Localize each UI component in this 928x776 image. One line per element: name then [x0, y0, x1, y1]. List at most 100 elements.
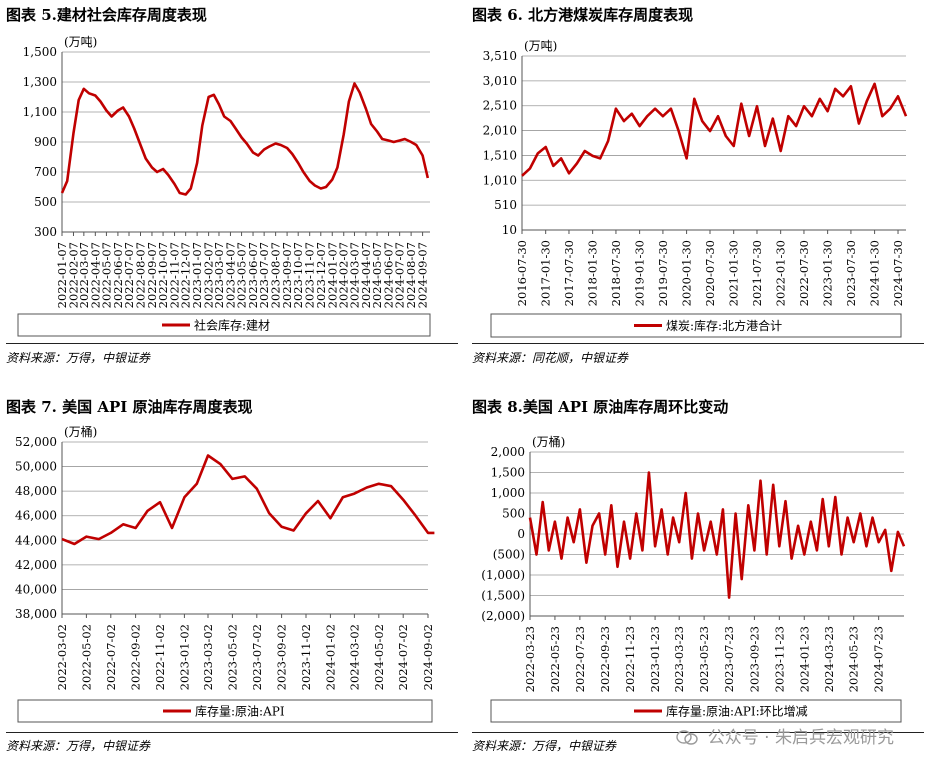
wechat-icon — [676, 730, 699, 745]
chart-panel-7: 图表 7. 美国 API 原油库存周度表现 (万桶) 38,000 40,000 42… — [0, 392, 460, 776]
x-tick-label: 2022-06-07 — [111, 242, 125, 308]
y-tick-label: 1,500 — [23, 45, 57, 59]
x-tick-label: 2024-04-07 — [359, 242, 373, 308]
source-note: 资料来源：万得，中银证券 — [6, 739, 151, 753]
x-tick-label: 2023-11-02 — [299, 624, 313, 690]
x-tick-label: 2022-11-07 — [168, 242, 182, 308]
x-tick-label: 2022-11-02 — [153, 624, 167, 690]
source-note: 资料来源：同花顺，中银证券 — [472, 351, 629, 365]
x-tick-label: 2024-09-07 — [416, 242, 430, 308]
x-tick-label: 2024-07-07 — [393, 242, 407, 308]
x-tick-label: 2022-09-02 — [129, 624, 143, 690]
x-tick-label: 2022-07-23 — [573, 626, 587, 692]
legend-box — [490, 313, 902, 338]
x-tick-label: 2022-04-07 — [88, 242, 102, 308]
x-tick-label: 2022-05-02 — [79, 624, 93, 690]
y-tick-label: 2,000 — [491, 445, 525, 459]
y-tick-label: 1,100 — [23, 105, 57, 119]
y-tick-label: 1,010 — [483, 173, 517, 187]
x-tick-label: 2024-02-07 — [337, 242, 351, 308]
x-tick-label: 2023-09-07 — [280, 242, 294, 308]
x-tick-label: 2024-05-02 — [372, 624, 386, 690]
x-tick-label: 2024-07-02 — [396, 624, 410, 690]
x-tick-label: 2024-01-30 — [868, 240, 882, 306]
y-tick-label: 42,000 — [15, 558, 57, 572]
source-note: 资料来源：万得，中银证券 — [6, 351, 151, 365]
x-tick-label: 2023-03-23 — [672, 626, 686, 692]
source-note: 资料来源：万得，中银证券 — [472, 739, 617, 753]
y-tick-label: 52,000 — [15, 435, 57, 449]
divider — [6, 343, 458, 344]
x-tick-label: 2023-09-23 — [747, 626, 761, 692]
series-line — [60, 82, 430, 196]
x-tick-label: 2023-06-07 — [246, 242, 260, 308]
x-tick-label: 2022-01-07 — [55, 242, 69, 308]
x-tick-label: 2022-12-07 — [179, 242, 193, 308]
x-tick-label: 2022-08-07 — [133, 242, 147, 308]
y-tick-label: 38,000 — [15, 607, 57, 621]
x-tick-label: 2022-07-02 — [104, 624, 118, 690]
x-tick-label: 2023-01-02 — [177, 624, 191, 690]
x-tick-label: 2022-05-07 — [99, 242, 113, 308]
chart-panel-6: 图表 6. 北方港煤炭库存周度表现 (万吨) 10 510 1,010 1,510 2,0… — [466, 0, 926, 384]
x-tick-label: 2022-03-23 — [523, 626, 537, 692]
x-tick-label: 2024-05-23 — [847, 626, 861, 692]
y-tick-label: 10 — [502, 223, 517, 237]
x-tick-label: 2017-07-30 — [562, 240, 576, 306]
divider — [472, 343, 924, 344]
chart-title: 图表 5.建材社会库存周度表现 — [6, 6, 207, 24]
y-tick-label: 2,010 — [483, 124, 517, 138]
y-tick-label: 300 — [34, 225, 57, 239]
x-tick-label: 2024-03-23 — [822, 626, 836, 692]
x-tick-label: 2019-07-30 — [656, 240, 670, 306]
legend-box — [17, 313, 431, 337]
x-tick-label: 2018-01-30 — [586, 240, 600, 306]
series-line — [528, 471, 906, 599]
x-tick-label: 2016-07-30 — [515, 240, 529, 306]
x-tick-label: 2024-05-07 — [370, 242, 384, 308]
y-tick-label: 3,010 — [483, 74, 517, 88]
y-tick-label: 1,510 — [483, 148, 517, 162]
x-tick-label: 2023-09-02 — [275, 624, 289, 690]
x-tick-label: 2024-03-07 — [347, 242, 361, 308]
chart-title: 图表 8.美国 API 原油库存周环比变动 — [472, 398, 729, 416]
divider — [6, 732, 458, 733]
y-tick-label: 900 — [34, 135, 57, 149]
y-tick-label: 46,000 — [15, 509, 57, 523]
unit-label: (万吨) — [524, 39, 557, 53]
watermark: 公众号 · 朱启兵宏观研究 — [676, 723, 894, 748]
y-tick-label: (1,500) — [481, 589, 525, 603]
y-tick-label: 1,300 — [23, 75, 57, 89]
legend-label: 煤炭:库存:北方港合计 — [666, 318, 782, 333]
x-tick-label: 2023-07-02 — [250, 624, 264, 690]
x-tick-label: 2023-01-23 — [648, 626, 662, 692]
x-tick-label: 2023-01-07 — [190, 242, 204, 308]
x-tick-label: 2023-04-07 — [223, 242, 237, 308]
x-tick-label: 2023-10-07 — [291, 242, 305, 308]
x-tick-label: 2024-01-02 — [323, 624, 337, 690]
x-tick-label: 2023-07-07 — [257, 242, 271, 308]
y-tick-label: (2,000) — [481, 609, 525, 623]
y-tick-label: 510 — [494, 198, 517, 212]
x-tick-label: 2022-02-07 — [66, 242, 80, 308]
x-tick-label: 2022-05-23 — [548, 626, 562, 692]
series-line — [521, 82, 908, 177]
legend-box — [17, 699, 433, 723]
x-tick-label: 2024-01-07 — [325, 242, 339, 308]
y-tick-label: 500 — [502, 507, 525, 521]
x-tick-label: 2023-02-07 — [202, 242, 216, 308]
watermark-text: 公众号 · 朱启兵宏观研究 — [707, 728, 894, 748]
x-tick-label: 2024-01-23 — [797, 626, 811, 692]
x-tick-label: 2022-10-07 — [156, 242, 170, 308]
y-tick-label: 700 — [34, 165, 57, 179]
x-tick-label: 2023-08-07 — [269, 242, 283, 308]
unit-label: (万吨) — [64, 35, 97, 49]
y-tick-label: (1,000) — [481, 568, 525, 582]
y-tick-label: 1,000 — [491, 486, 525, 500]
legend-label: 库存量:原油:API:环比增减 — [666, 704, 808, 719]
y-tick-label: 50,000 — [15, 460, 57, 474]
x-tick-label: 2022-03-02 — [55, 624, 69, 690]
x-tick-label: 2018-07-30 — [609, 240, 623, 306]
x-tick-label: 2020-07-30 — [703, 240, 717, 306]
y-tick-label: 2,510 — [483, 99, 517, 113]
